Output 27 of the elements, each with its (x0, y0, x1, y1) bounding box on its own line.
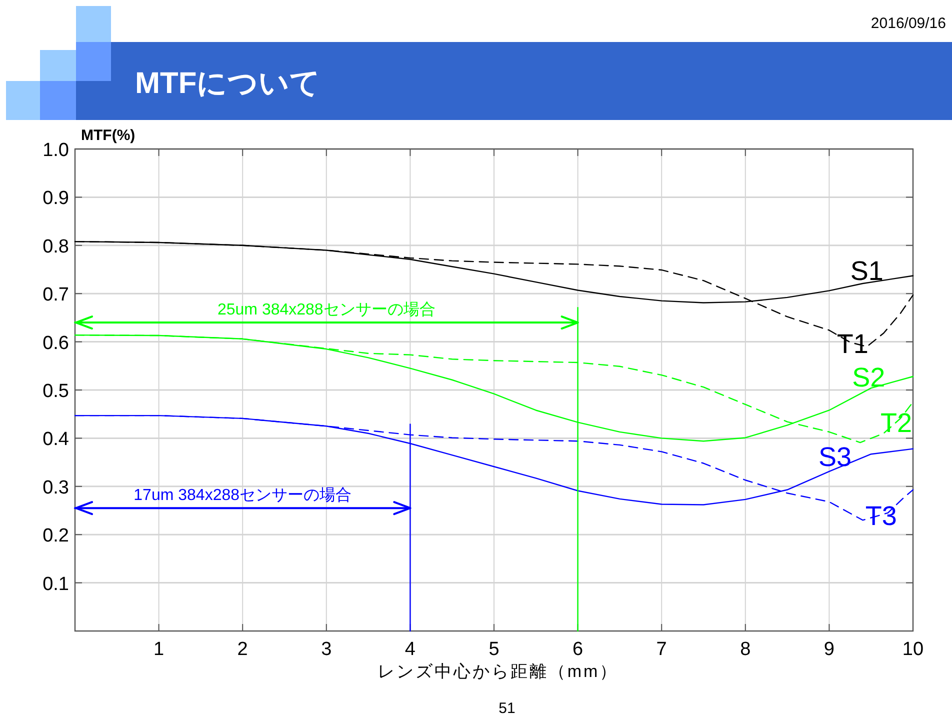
x-tick-label: 5 (488, 639, 500, 660)
x-tick-label: 8 (740, 639, 751, 660)
y-tick-label: 0.1 (42, 574, 69, 595)
y-tick-label: 0.2 (42, 526, 69, 547)
annotation: 51 (498, 700, 516, 717)
annotation: 17um 384x288センサーの場合 (134, 487, 352, 504)
y-tick-label: 0.4 (42, 429, 70, 450)
x-tick-label: 7 (656, 639, 667, 660)
y-tick-label: 0.6 (42, 332, 69, 354)
x-tick-label: 1 (154, 639, 164, 660)
y-tick-label: 0.9 (42, 188, 69, 210)
y-tick-label: 0.3 (42, 477, 69, 498)
x-tick-label: 3 (321, 639, 332, 660)
y-tick-label: 0.8 (42, 236, 69, 258)
x-tick-label: 2 (237, 639, 248, 660)
y-axis-title: MTF(%) (81, 127, 136, 144)
x-tick-label: 10 (902, 639, 924, 660)
x-tick-label: 9 (824, 639, 834, 660)
x-axis-title: レンズ中心から距離（mm） (377, 662, 619, 681)
y-tick-label: 0.5 (42, 381, 69, 402)
y-tick-label: 1.0 (42, 140, 69, 161)
title: MTFについて (135, 67, 321, 100)
annotation: 2016/09/16 (870, 15, 946, 32)
x-tick-label: 6 (572, 639, 584, 660)
x-tick-label: 4 (404, 639, 416, 660)
y-tick-label: 0.7 (42, 284, 69, 306)
annotation: 25um 384x288センサーの場合 (217, 302, 436, 319)
